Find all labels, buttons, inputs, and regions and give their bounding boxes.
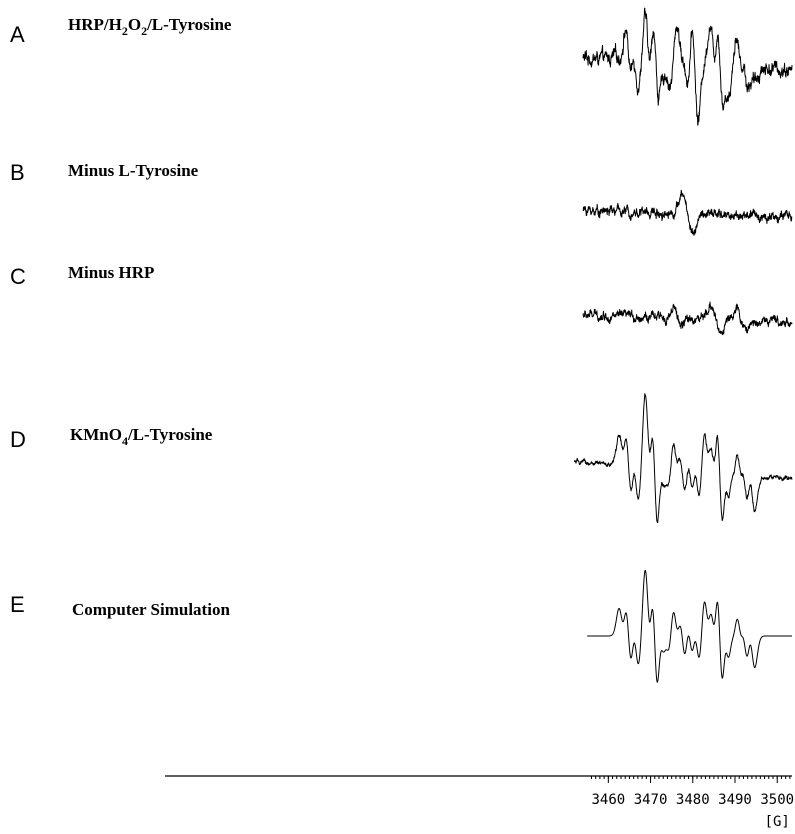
label-text: HRP/H <box>68 15 122 34</box>
panel-label-c: Minus HRP <box>68 263 154 282</box>
spectrum-panel-a: A HRP/H2O2/L-Tyrosine <box>10 7 793 126</box>
label-text: /L-Tyrosine <box>146 15 232 34</box>
label-text: Minus L-Tyrosine <box>68 161 199 180</box>
panel-letter-d: D <box>10 427 26 452</box>
spectrum-trace-b <box>582 189 793 236</box>
label-text: /L-Tyrosine <box>127 425 213 444</box>
label-text: KMnO <box>70 425 122 444</box>
spectrum-trace-a <box>582 7 793 126</box>
label-text: O <box>128 15 141 34</box>
tick-label-3460: 3460 <box>591 792 625 808</box>
panel-label-a: HRP/H2O2/L-Tyrosine <box>68 15 232 38</box>
label-text: Computer Simulation <box>72 600 230 619</box>
panel-label-e: Computer Simulation <box>72 600 230 619</box>
spectrum-trace-e <box>586 569 793 683</box>
panel-label-b: Minus L-Tyrosine <box>68 161 199 180</box>
spectrum-panel-d: D KMnO4/L-Tyrosine <box>10 393 793 524</box>
spectrum-panel-e: E Computer Simulation <box>10 569 793 683</box>
tick-label-3480: 3480 <box>676 792 710 808</box>
label-subscript: 2 <box>122 24 128 38</box>
panel-letter-a: A <box>10 22 25 47</box>
panel-label-d: KMnO4/L-Tyrosine <box>70 425 213 448</box>
field-axis-unit-label: [G] <box>765 814 790 830</box>
label-subscript: 2 <box>141 24 147 38</box>
spectrum-trace-d <box>574 393 793 524</box>
field-axis-tick-labels: 3460 3470 3480 3490 3500 <box>591 792 794 808</box>
panel-letter-e: E <box>10 592 25 617</box>
tick-label-3500: 3500 <box>760 792 794 808</box>
spectrum-trace-c <box>582 301 793 336</box>
field-axis-major-ticks <box>607 776 778 783</box>
spectrum-panel-b: B Minus L-Tyrosine <box>10 160 793 236</box>
tick-label-3470: 3470 <box>634 792 668 808</box>
panel-letter-c: C <box>10 264 26 289</box>
spectrum-panel-c: C Minus HRP <box>10 263 793 336</box>
label-subscript: 4 <box>122 434 128 448</box>
label-text: Minus HRP <box>68 263 154 282</box>
panel-letter-b: B <box>10 160 25 185</box>
tick-label-3490: 3490 <box>718 792 752 808</box>
field-axis: 3460 3470 3480 3490 3500 [G] <box>165 775 794 830</box>
